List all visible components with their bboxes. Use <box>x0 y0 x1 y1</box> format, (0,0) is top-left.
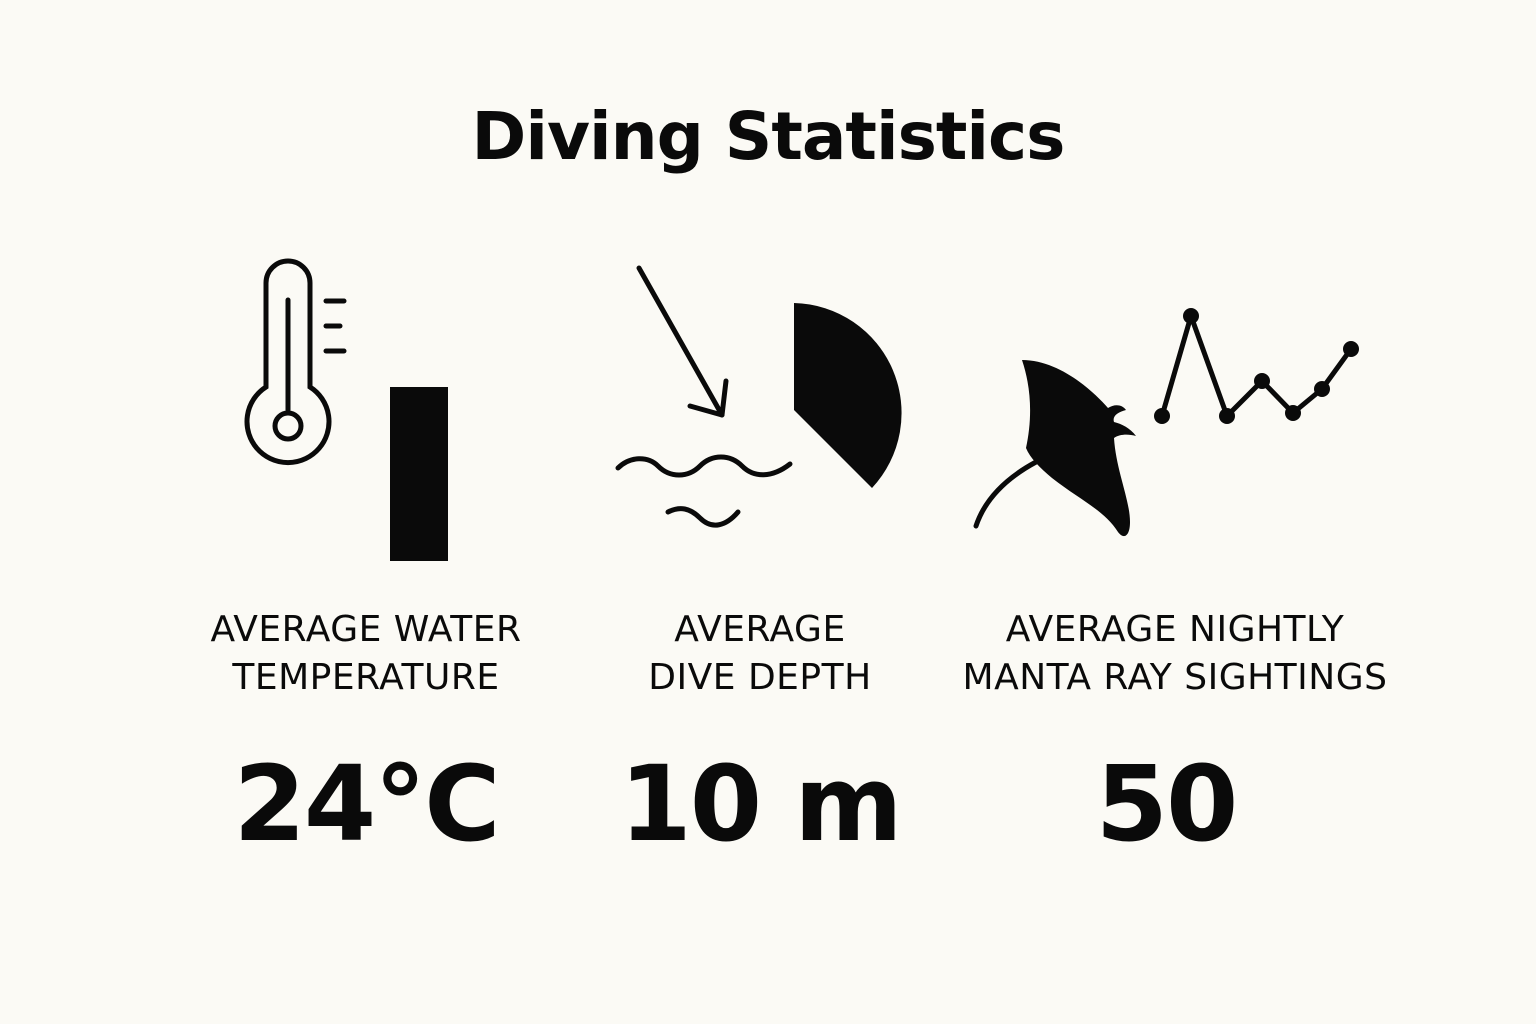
dive-depth-value: 10 m <box>619 743 902 865</box>
manta-sightings-label-line2: MANTA RAY SIGHTINGS <box>962 657 1388 698</box>
dive-depth-label: AVERAGE DIVE DEPTH <box>560 606 960 702</box>
depth-gauge-icon <box>794 303 902 488</box>
manta-sightings-value: 50 <box>1095 743 1239 865</box>
water-temperature-label-line2: TEMPERATURE <box>232 657 500 698</box>
water-temperature-value: 24°C <box>233 743 500 865</box>
sightings-trend-icon <box>1154 308 1359 424</box>
manta-ray-icon <box>973 360 1136 537</box>
thermometer-icon <box>244 258 347 466</box>
water-temperature-label-line1: AVERAGE WATER <box>210 609 522 650</box>
water-temperature-label: AVERAGE WATER TEMPERATURE <box>166 606 566 702</box>
dive-depth-icon <box>615 265 793 528</box>
page-title: Diving Statistics <box>471 98 1066 175</box>
manta-sightings-label-line1: AVERAGE NIGHTLY <box>1005 609 1345 650</box>
temperature-bar-icon <box>390 387 448 561</box>
dive-depth-label-line1: AVERAGE <box>674 609 846 650</box>
dive-depth-label-line2: DIVE DEPTH <box>648 657 872 698</box>
manta-sightings-label: AVERAGE NIGHTLY MANTA RAY SIGHTINGS <box>950 606 1400 702</box>
